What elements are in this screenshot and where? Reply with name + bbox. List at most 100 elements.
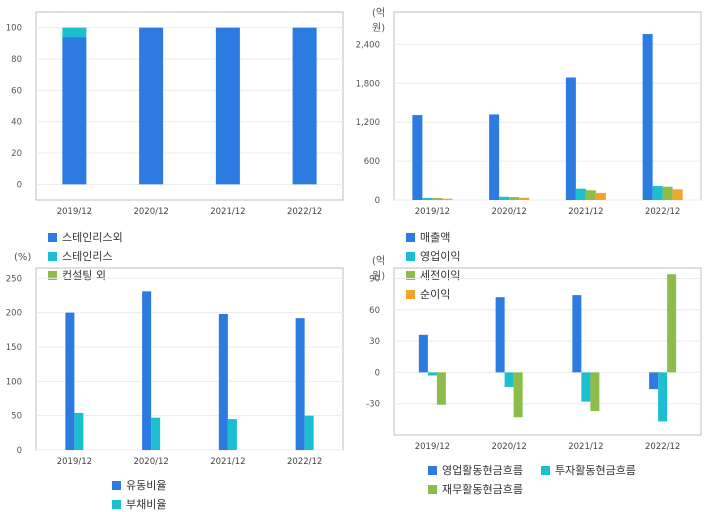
product-mix-plot-frame [35,11,344,201]
income-bar [642,34,653,200]
income-legend-item: 순이익 [406,286,450,302]
product-mix-legend-label: 스테인리스외 [62,231,123,244]
income-bar [652,186,663,200]
ratio-legend-item: 부채비율 [112,496,166,512]
ratio-bar [227,419,237,450]
product-mix-bar [62,27,87,38]
cashflow-ytick-label: -30 [366,400,380,410]
income-bar [585,190,596,200]
product-mix-ytick-label: 20 [11,149,22,159]
income-xtick-label: 2021/12 [568,207,603,217]
income-xtick-label: 2022/12 [645,207,680,217]
income-bar [412,115,423,200]
income-bar [662,186,673,200]
income-bar [442,198,453,200]
cashflow-bar [436,372,446,405]
ratio-xtick-label: 2019/12 [57,457,92,467]
cashflow-xtick-label: 2019/12 [415,442,450,452]
income-legend-item: 영업이익 [406,248,460,264]
income-legend-label: 매출액 [420,231,451,244]
product-mix-ytick-label: 80 [11,55,22,65]
product-mix-bar [62,37,87,185]
income-bar [499,196,510,200]
ratio-ytick-label: 100 [6,377,22,387]
product-mix-xtick-label: 2022/12 [287,207,322,217]
income-bar [672,189,683,200]
cashflow-ytick-label: 60 [369,306,380,316]
income-chart: 0 600 1,200 1,800 2,400 2019/12 2020/12 2021/12… [356,11,702,217]
income-legend-label: 영업이익 [420,250,461,263]
cashflow-bar [418,334,428,373]
product-mix-legend-label: 스테인리스 [62,250,113,263]
product-mix-ytick-label: 0 [17,180,22,190]
income-bar [509,197,520,200]
ratio-legend-label: 부채비율 [126,498,167,511]
income-bar [595,192,606,200]
ratio-ytick-label: 50 [11,412,22,422]
cashflow-bar [504,372,514,387]
cashflow-xtick-label: 2020/12 [491,442,526,452]
cashflow-bar [572,295,582,373]
ratio-unit-label: (%) [14,252,32,263]
ratio-legend-swatch [112,499,121,509]
product-mix-bar [139,27,164,185]
product-mix-ytick-label: 40 [11,118,22,128]
cashflow-legend-swatch [428,465,437,475]
income-bar [422,198,433,200]
product-mix-chart: 0 20 40 60 80 100 2019/12 2020/12 2021/12 2022/12 [6,11,344,217]
ratio-bar [74,412,84,450]
ratio-bar [295,318,305,450]
income-unit-label: (억원) [372,8,386,34]
ratio-xtick-label: 2022/12 [287,457,322,467]
income-ytick-label: 1,800 [356,79,380,89]
income-bar [565,77,576,200]
cashflow-xtick-label: 2022/12 [645,442,680,452]
ratio-bar [218,314,228,450]
ratio-bar [151,417,161,450]
income-ytick-label: 0 [375,196,380,206]
ratio-bar [304,415,314,450]
cashflow-plot-frame [393,267,702,436]
cashflow-bar [581,372,591,402]
cashflow-bar [513,372,523,418]
income-ytick-label: 1,200 [356,118,380,128]
cashflow-ytick-label: 0 [375,368,380,378]
income-legend-swatch [406,289,415,299]
income-ytick-label: 600 [364,157,380,167]
cashflow-bar [667,274,677,373]
income-legend-swatch [406,232,415,242]
income-xtick-label: 2020/12 [491,207,526,217]
product-mix-bar [292,27,317,185]
cashflow-bar [649,372,659,390]
product-mix-legend-item: 스테인리스 [48,248,113,264]
ratio-ytick-label: 0 [17,446,22,456]
income-ytick-label: 2,400 [356,40,380,50]
product-mix-legend-swatch [48,270,57,280]
ratio-ytick-label: 150 [6,343,22,353]
income-bar [519,197,530,200]
product-mix-legend-swatch [48,251,57,261]
income-legend-swatch [406,270,415,280]
ratio-bar [65,312,75,450]
product-mix-ytick-label: 60 [11,86,22,96]
ratio-ytick-label: 250 [6,274,22,284]
product-mix-xtick-label: 2021/12 [210,207,245,217]
ratio-legend-item: 유동비율 [112,477,166,493]
cashflow-legend-swatch [428,484,437,494]
ratio-xtick-label: 2021/12 [210,457,245,467]
ratio-xtick-label: 2020/12 [133,457,168,467]
product-mix-xtick-label: 2020/12 [133,207,168,217]
income-legend-swatch [406,251,415,261]
cashflow-bar [590,372,600,411]
product-mix-legend-swatch [48,232,57,242]
ratio-legend-swatch [112,480,121,490]
income-legend-item: 매출액 [406,229,450,245]
product-mix-legend-item: 스테인리스외 [48,229,123,245]
cashflow-legend-item: 영업활동현금흐름 [428,462,523,478]
income-xtick-label: 2019/12 [415,207,450,217]
cashflow-unit-label: (억원) [372,256,386,282]
cashflow-legend-label: 재무활동현금흐름 [442,483,523,496]
product-mix-xtick-label: 2019/12 [57,207,92,217]
cashflow-legend-item: 투자활동현금흐름 [540,462,636,478]
